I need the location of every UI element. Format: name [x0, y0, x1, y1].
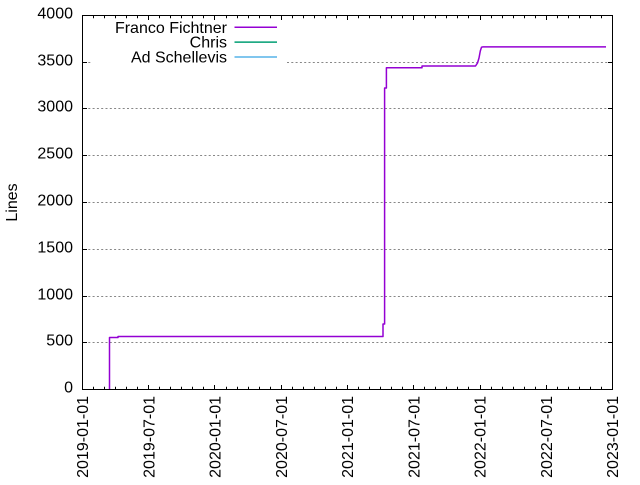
svg-text:4000: 4000 — [37, 6, 73, 23]
svg-text:2022-07-01: 2022-07-01 — [539, 396, 556, 478]
svg-text:Franco Fichtner: Franco Fichtner — [115, 20, 228, 37]
svg-text:0: 0 — [64, 380, 73, 397]
svg-text:2500: 2500 — [37, 146, 73, 163]
svg-text:2019-07-01: 2019-07-01 — [141, 396, 158, 478]
svg-text:Chris: Chris — [190, 35, 227, 52]
svg-text:Ad Schellevis: Ad Schellevis — [131, 50, 227, 67]
svg-text:3000: 3000 — [37, 99, 73, 116]
svg-text:2020-01-01: 2020-01-01 — [208, 396, 225, 478]
svg-text:2023-01-01: 2023-01-01 — [605, 396, 622, 478]
svg-text:2020-07-01: 2020-07-01 — [274, 396, 291, 478]
svg-text:3500: 3500 — [37, 53, 73, 70]
svg-text:1500: 1500 — [37, 240, 73, 257]
svg-text:1000: 1000 — [37, 287, 73, 304]
svg-text:2022-01-01: 2022-01-01 — [473, 396, 490, 478]
svg-text:2021-07-01: 2021-07-01 — [406, 396, 423, 478]
svg-text:500: 500 — [46, 333, 73, 350]
svg-text:Lines: Lines — [4, 183, 21, 221]
svg-text:2019-01-01: 2019-01-01 — [75, 396, 92, 478]
svg-text:2021-01-01: 2021-01-01 — [340, 396, 357, 478]
svg-text:2000: 2000 — [37, 193, 73, 210]
